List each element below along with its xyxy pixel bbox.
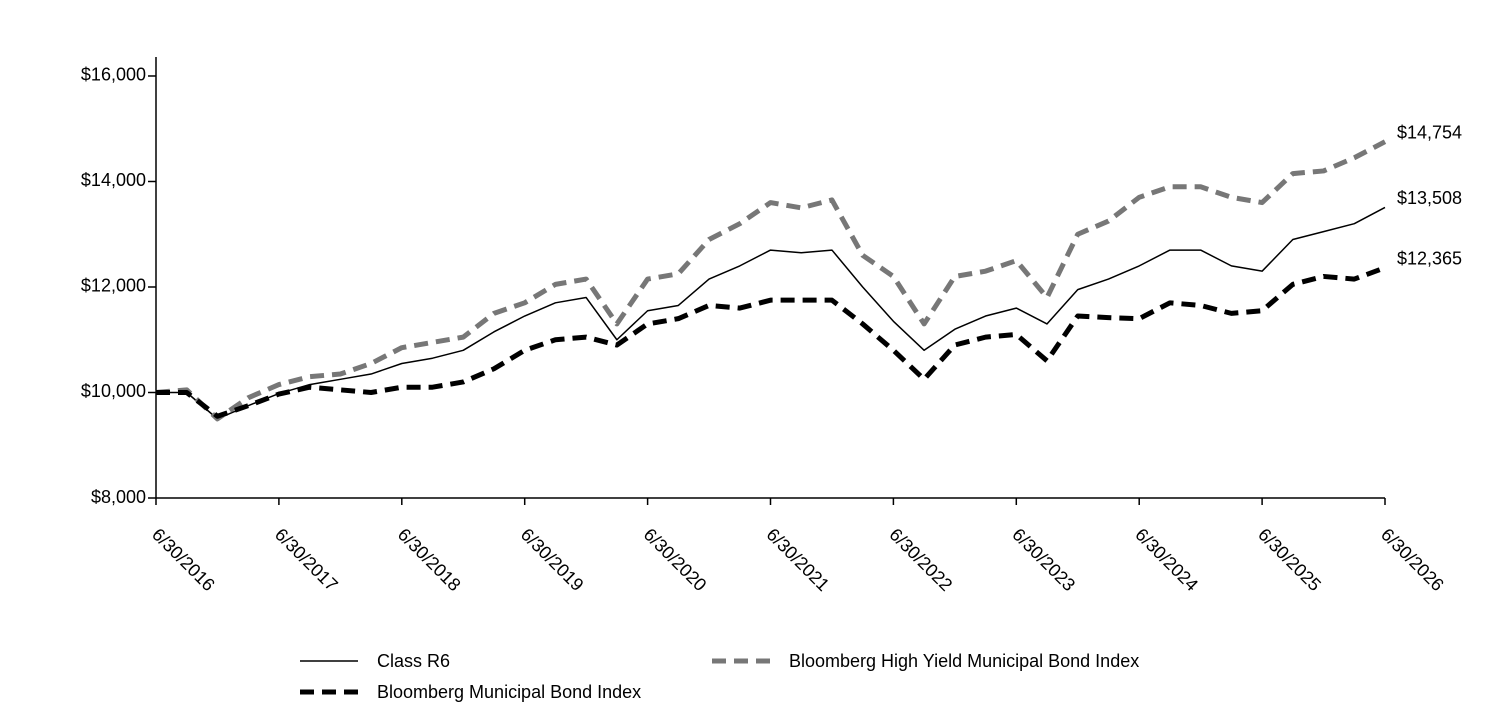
x-tick-label: 6/30/2017	[271, 524, 342, 595]
x-tick-label: 6/30/2021	[763, 524, 834, 595]
series-line	[156, 206, 1386, 420]
y-tick-label: $10,000	[81, 381, 146, 401]
x-tick-label: 6/30/2022	[885, 524, 956, 595]
x-tick-label: 6/30/2018	[394, 524, 465, 595]
x-tick-label: 6/30/2023	[1008, 524, 1079, 595]
x-tick-label: 6/30/2025	[1254, 524, 1325, 595]
end-value-label: $14,754	[1397, 122, 1462, 142]
legend-label: Bloomberg High Yield Municipal Bond Inde…	[789, 651, 1139, 671]
y-tick-label: $8,000	[91, 487, 146, 507]
end-value-label: $13,508	[1397, 188, 1462, 208]
x-tick-label: 6/30/2020	[640, 524, 711, 595]
legend-label: Class R6	[377, 651, 450, 671]
x-tick-label: 6/30/2019	[517, 524, 588, 595]
y-tick-label: $12,000	[81, 276, 146, 296]
series-line	[156, 265, 1386, 419]
legend-label: Bloomberg Municipal Bond Index	[377, 682, 641, 702]
end-value-label: $12,365	[1397, 248, 1462, 268]
y-tick-label: $16,000	[81, 65, 146, 85]
series-line	[155, 139, 1387, 422]
x-tick-label: 6/30/2026	[1377, 524, 1448, 595]
y-tick-label: $14,000	[81, 170, 146, 190]
x-tick-label: 6/30/2024	[1131, 524, 1202, 595]
x-tick-label: 6/30/2016	[148, 524, 219, 595]
